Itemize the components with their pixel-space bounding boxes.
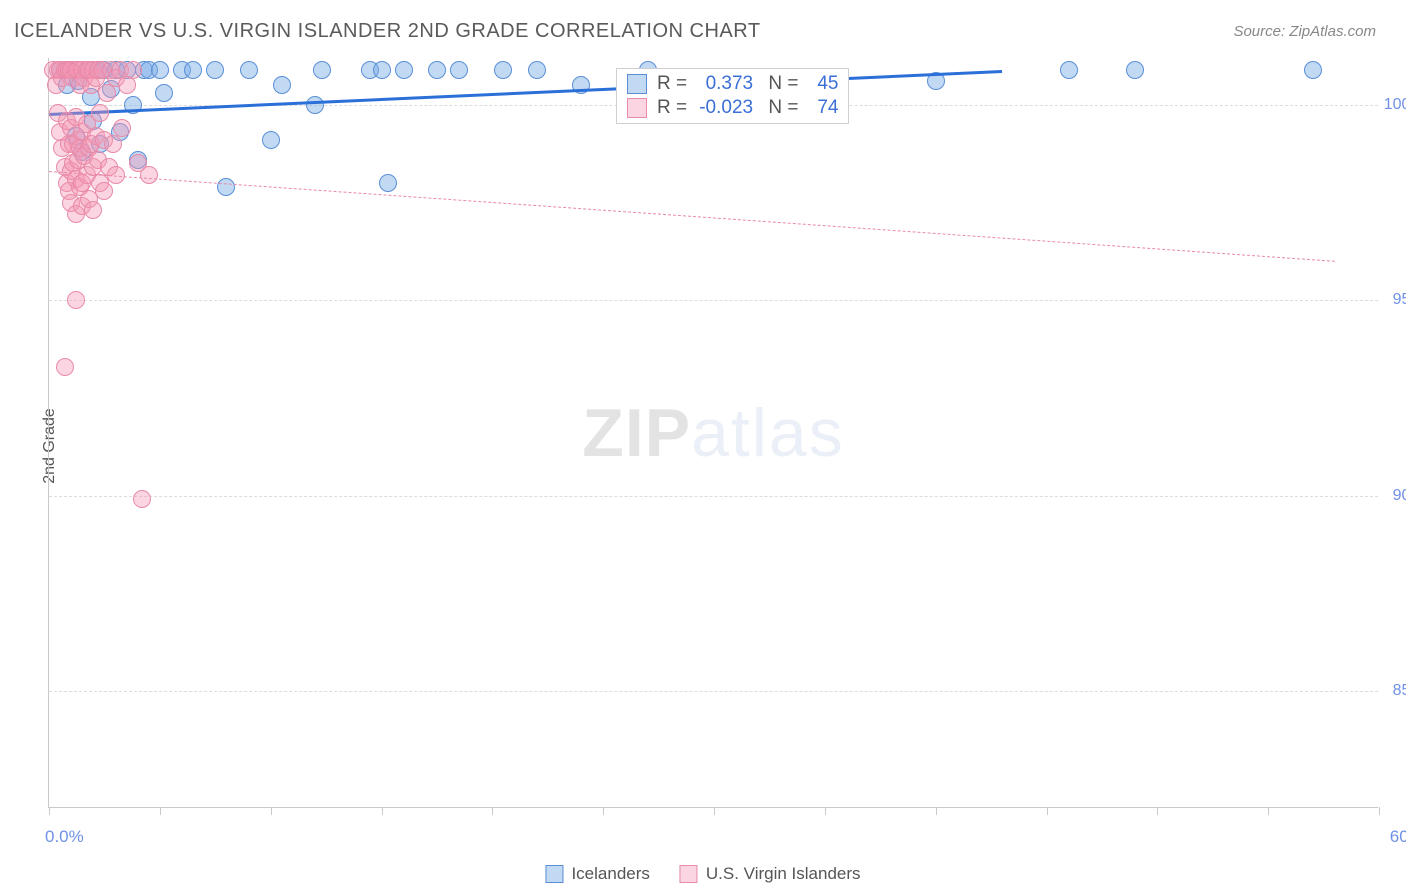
data-point-icelanders (184, 61, 202, 79)
data-point-icelanders (306, 96, 324, 114)
legend-label: U.S. Virgin Islanders (706, 864, 861, 884)
x-tick (825, 807, 826, 815)
swatch-usvi (680, 865, 698, 883)
legend-item-icelanders: Icelanders (545, 864, 649, 884)
trend-line-usvi (49, 171, 1335, 262)
data-point-usvi (104, 135, 122, 153)
data-point-icelanders (395, 61, 413, 79)
stats-row-icelanders: R = 0.373 N = 45 (627, 73, 838, 95)
stat-r-value: 0.373 (697, 73, 753, 95)
stats-box: R = 0.373 N = 45 R = -0.023 N = 74 (616, 68, 849, 124)
data-point-usvi (133, 490, 151, 508)
stat-r-label: R = (657, 97, 687, 119)
data-point-icelanders (428, 61, 446, 79)
swatch-icelanders (545, 865, 563, 883)
gridline-h (49, 496, 1378, 497)
data-point-icelanders (450, 61, 468, 79)
y-tick-label: 90.0% (1393, 487, 1406, 505)
data-point-usvi (124, 61, 142, 79)
data-point-icelanders (494, 61, 512, 79)
x-max-label: 60.0% (1390, 827, 1406, 847)
x-min-label: 0.0% (45, 827, 84, 847)
data-point-icelanders (528, 61, 546, 79)
x-tick (936, 807, 937, 815)
legend-label: Icelanders (571, 864, 649, 884)
data-point-icelanders (240, 61, 258, 79)
data-point-icelanders (151, 61, 169, 79)
x-tick (1268, 807, 1269, 815)
stat-r-value: -0.023 (697, 97, 753, 119)
data-point-usvi (84, 201, 102, 219)
swatch-icelanders (627, 74, 647, 94)
data-point-usvi (67, 291, 85, 309)
stat-n-value: 74 (808, 97, 838, 119)
stats-row-usvi: R = -0.023 N = 74 (627, 97, 838, 119)
data-point-icelanders (1060, 61, 1078, 79)
data-point-icelanders (262, 131, 280, 149)
data-point-icelanders (273, 76, 291, 94)
data-point-usvi (140, 166, 158, 184)
watermark: ZIPatlas (582, 394, 844, 472)
gridline-h (49, 691, 1378, 692)
data-point-icelanders (313, 61, 331, 79)
x-tick (1047, 807, 1048, 815)
data-point-icelanders (155, 84, 173, 102)
y-tick-label: 85.0% (1393, 682, 1406, 700)
data-point-usvi (118, 76, 136, 94)
legend-item-usvi: U.S. Virgin Islanders (680, 864, 861, 884)
data-point-icelanders (206, 61, 224, 79)
x-tick (382, 807, 383, 815)
data-point-usvi (91, 104, 109, 122)
swatch-usvi (627, 98, 647, 118)
data-point-icelanders (373, 61, 391, 79)
x-tick (271, 807, 272, 815)
stat-n-label: N = (763, 73, 798, 95)
x-tick (49, 807, 50, 815)
data-point-icelanders (1304, 61, 1322, 79)
source-label: Source: ZipAtlas.com (1233, 23, 1376, 40)
y-tick-label: 100.0% (1384, 96, 1406, 114)
data-point-icelanders (217, 178, 235, 196)
stat-r-label: R = (657, 73, 687, 95)
data-point-usvi (98, 84, 116, 102)
x-tick (603, 807, 604, 815)
x-tick (714, 807, 715, 815)
chart-title: ICELANDER VS U.S. VIRGIN ISLANDER 2ND GR… (14, 20, 761, 43)
x-tick (160, 807, 161, 815)
data-point-usvi (113, 119, 131, 137)
data-point-usvi (95, 182, 113, 200)
data-point-icelanders (1126, 61, 1144, 79)
x-tick (492, 807, 493, 815)
legend-bottom: Icelanders U.S. Virgin Islanders (545, 864, 860, 884)
stat-n-value: 45 (808, 73, 838, 95)
chart-plot-area: ZIPatlas 100.0%95.0%90.0%85.0%0.0%60.0%R… (48, 58, 1378, 808)
stat-n-label: N = (763, 97, 798, 119)
y-tick-label: 95.0% (1393, 291, 1406, 309)
x-tick (1157, 807, 1158, 815)
data-point-icelanders (379, 174, 397, 192)
gridline-h (49, 300, 1378, 301)
x-tick (1379, 807, 1380, 815)
data-point-usvi (56, 358, 74, 376)
